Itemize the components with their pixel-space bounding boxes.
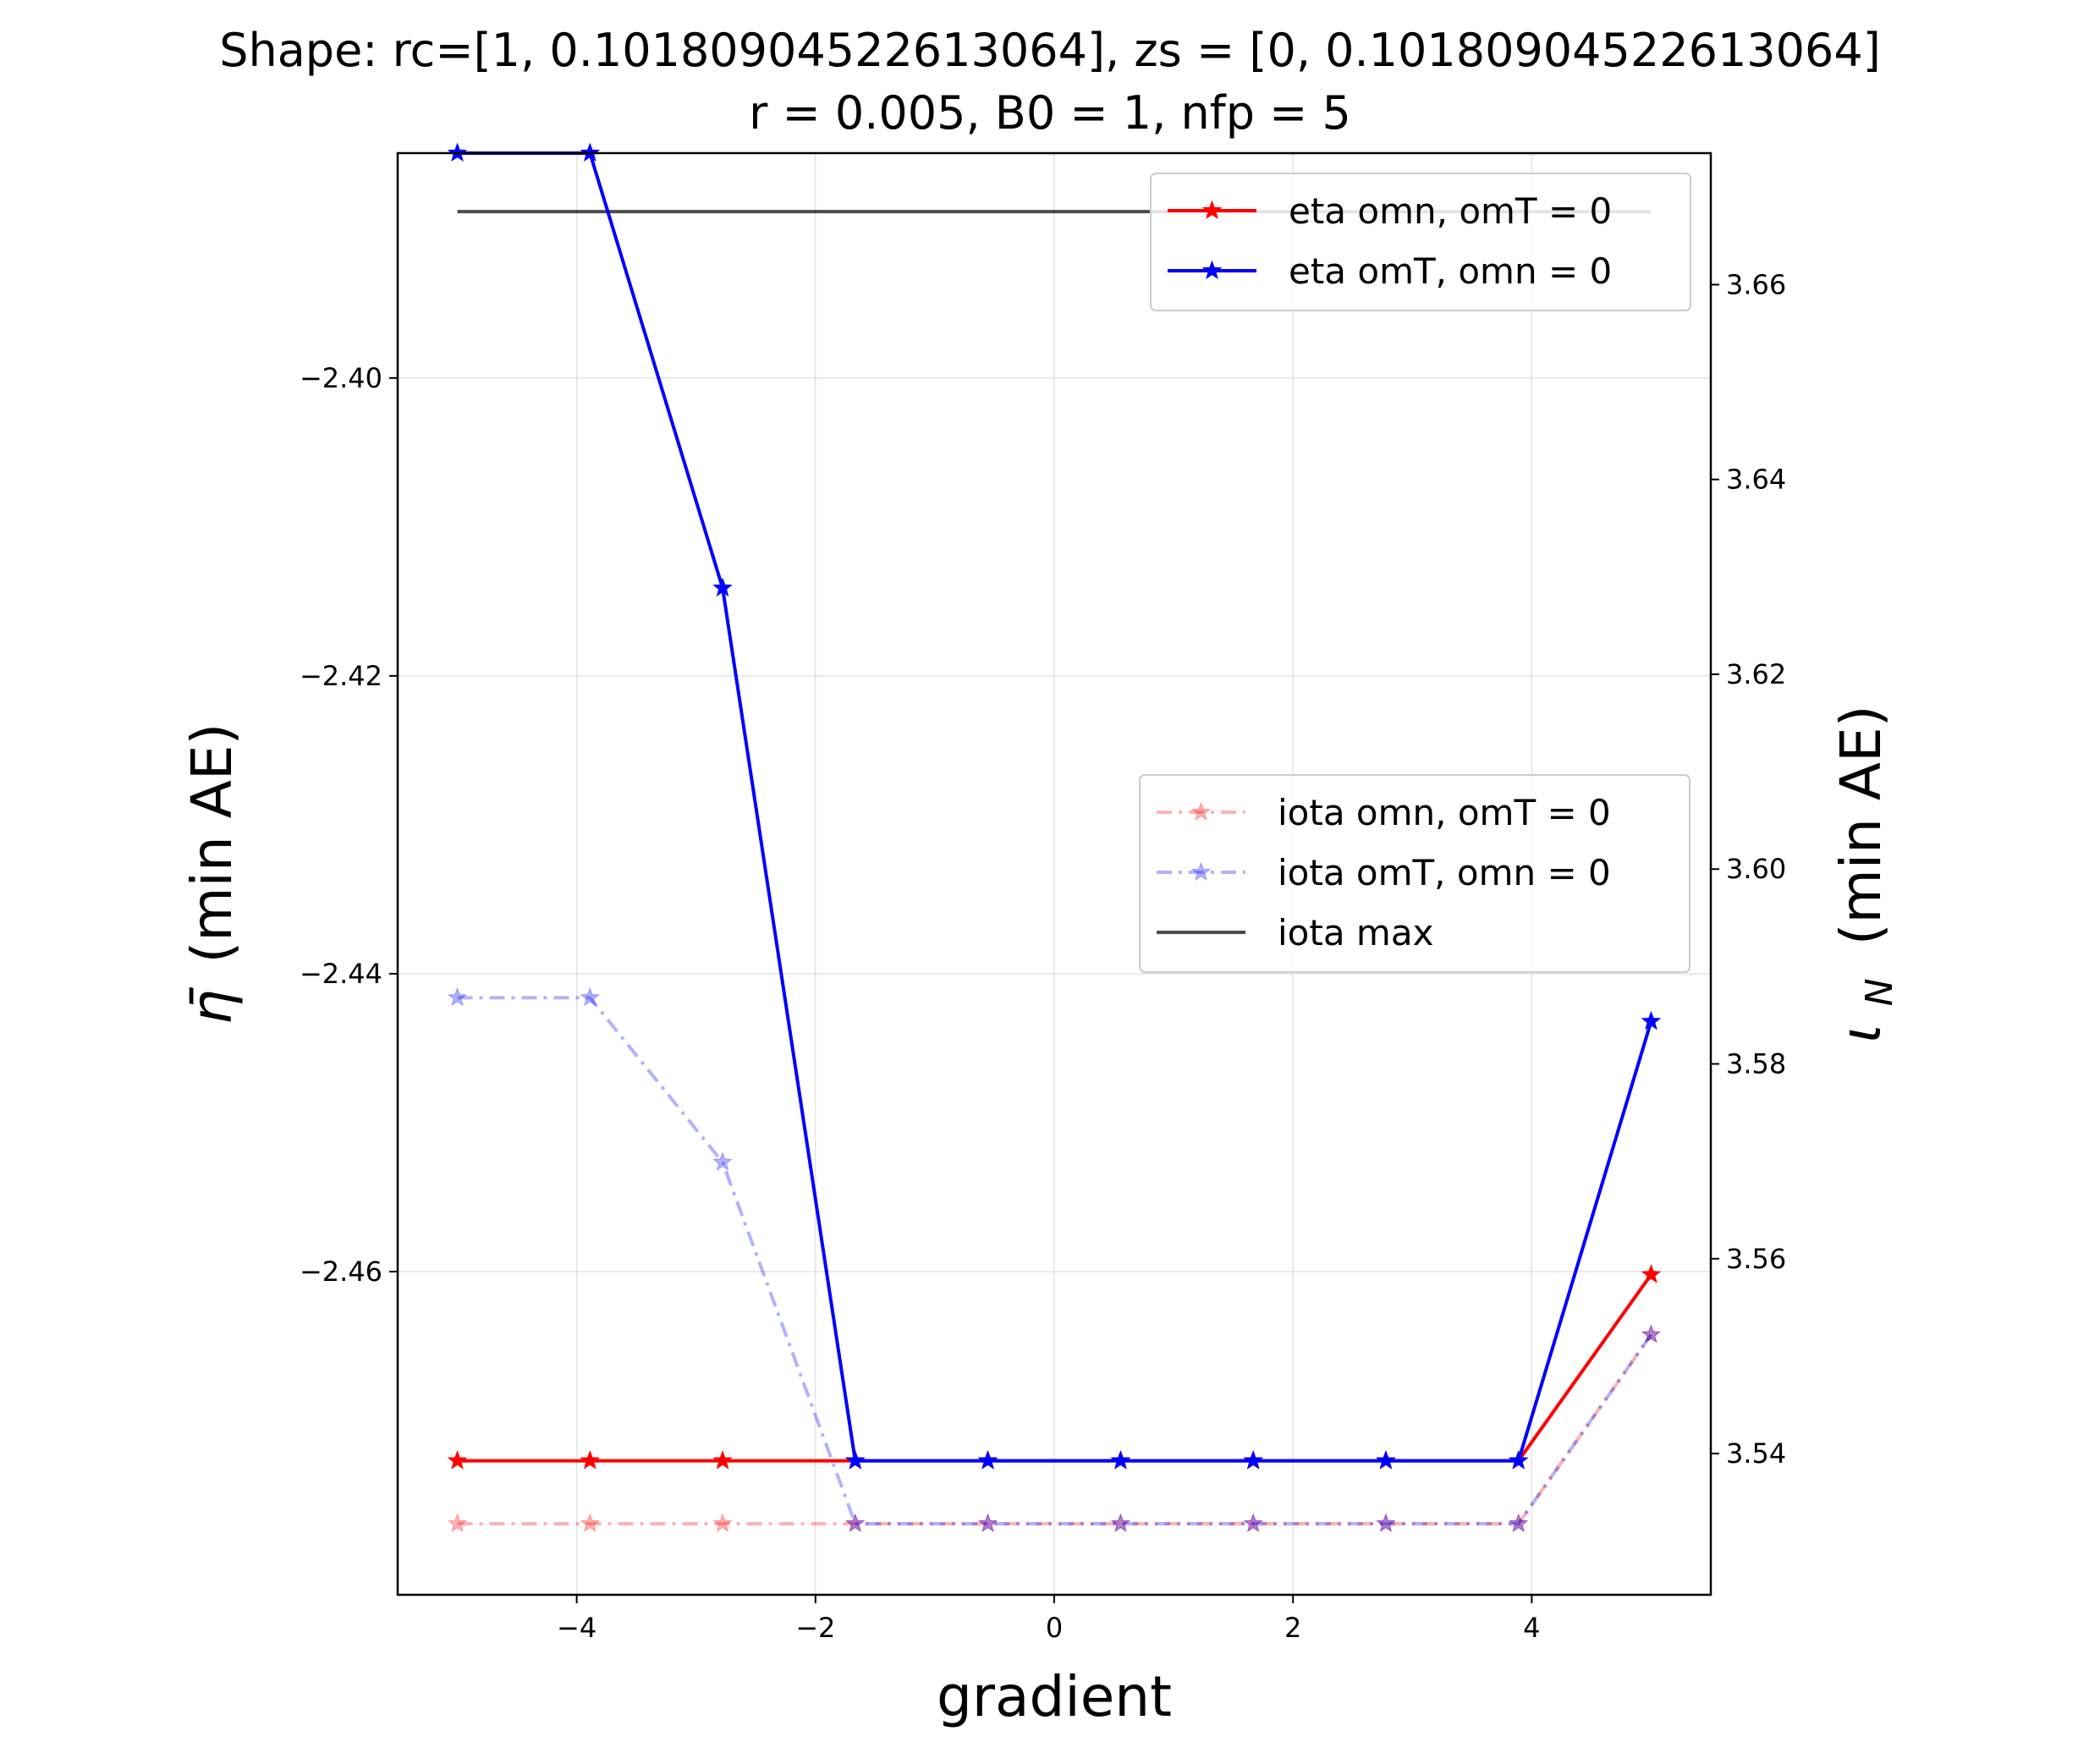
legend-entry-label: iota omT, omn = 0 xyxy=(1278,852,1611,893)
y-axis-right-label-subscript: N xyxy=(1858,978,1901,1006)
series-1-point xyxy=(712,577,733,597)
series-2-point xyxy=(712,1513,733,1533)
legend-entry-label: eta omn, omT = 0 xyxy=(1289,190,1612,232)
series-1-point xyxy=(977,1450,998,1470)
series-3-point xyxy=(447,986,468,1007)
legend-1-frame xyxy=(1150,173,1691,311)
series-1-point xyxy=(1110,1450,1131,1470)
legend-2-frame xyxy=(1139,774,1690,973)
series-3-point xyxy=(712,1151,733,1171)
series-3-point xyxy=(580,986,601,1007)
series-1-line xyxy=(457,151,1653,1463)
series-3-line xyxy=(457,996,1653,1525)
x-tick-label: −4 xyxy=(557,1612,596,1644)
y-axis-left-label: η̄ (min AE) xyxy=(179,723,245,1025)
series-2-point xyxy=(1110,1513,1131,1533)
legend-swatch-marker xyxy=(1190,861,1212,882)
grid-layer xyxy=(398,153,1711,1595)
series-1-point xyxy=(1508,1450,1529,1470)
y-left-tick-label: −2.44 xyxy=(300,958,382,990)
series-3-point xyxy=(1508,1513,1529,1533)
series-2-point xyxy=(844,1513,866,1533)
series-1-point xyxy=(844,1450,866,1470)
y-axis-left-label-text: (min AE) xyxy=(179,723,245,964)
legend-swatch-marker xyxy=(1190,801,1212,822)
y-axis-right-label: ι N (min AE) xyxy=(1828,705,1905,1042)
y-right-tick-label: 3.62 xyxy=(1726,658,1786,690)
plot-area-frame xyxy=(396,151,1712,1596)
y-axis-right-label-iota: ι xyxy=(1828,1024,1894,1042)
y-axis-right-label-text: (min AE) xyxy=(1828,705,1894,945)
series-3-point xyxy=(1376,1513,1396,1533)
series-2-point xyxy=(580,1513,601,1533)
series-2-point xyxy=(1376,1513,1396,1533)
series-3-point xyxy=(1110,1513,1131,1533)
chart-title: Shape: rc=[1, 0.10180904522613064], zs =… xyxy=(219,24,1881,77)
y-axis-left-label-eta: η̄ xyxy=(179,986,245,1025)
series-0-point xyxy=(580,1450,601,1470)
y-right-tick-label: 3.56 xyxy=(1726,1243,1786,1275)
chart-subtitle: r = 0.005, B0 = 1, nfp = 5 xyxy=(749,86,1351,140)
legend-entry-label: eta omT, omn = 0 xyxy=(1289,250,1612,292)
legend-swatch-marker xyxy=(1201,260,1223,280)
x-axis-label: gradient xyxy=(937,1664,1172,1729)
series-2-point xyxy=(447,1513,468,1533)
y-right-tick-label: 3.58 xyxy=(1726,1048,1786,1080)
series-2 xyxy=(447,1324,1662,1533)
y-right-tick-label: 3.60 xyxy=(1726,853,1786,885)
series-2-point xyxy=(1508,1513,1529,1533)
series-0-point xyxy=(1641,1264,1662,1283)
series-2-point xyxy=(977,1513,998,1533)
tick-layer: −4 −2 0 2 4 −2.40 −2.42 −2.44 −2.46 3.54 3.56 3.58 3… xyxy=(300,268,1786,1644)
y-right-tick-label: 3.54 xyxy=(1726,1437,1786,1470)
series-0-point xyxy=(712,1450,733,1470)
x-tick-label: 4 xyxy=(1523,1612,1540,1644)
series-2-line xyxy=(457,1333,1653,1525)
y-left-tick-label: −2.46 xyxy=(300,1256,382,1288)
legend-entry-label: iota omn, omT = 0 xyxy=(1278,792,1611,833)
y-left-tick-label: −2.42 xyxy=(300,660,382,692)
series-2-point xyxy=(1641,1324,1662,1344)
series-0-point xyxy=(447,1450,468,1470)
series-3-point xyxy=(1641,1324,1662,1344)
y-left-tick-label: −2.40 xyxy=(300,362,382,394)
series-1-point xyxy=(1641,1010,1662,1030)
series-2-point xyxy=(1243,1513,1264,1533)
x-tick-label: 2 xyxy=(1284,1612,1301,1644)
legend-swatch-marker xyxy=(1201,200,1223,220)
series-1-point xyxy=(1376,1450,1396,1470)
series-3-point xyxy=(977,1513,998,1533)
series-3 xyxy=(447,986,1662,1533)
x-tick-label: −2 xyxy=(795,1612,835,1644)
legend-entry-label: iota max xyxy=(1278,912,1433,953)
legend-layer: eta omn, omT = 0 eta omT, omn = 0 iota omn… xyxy=(1139,173,1691,973)
series-3-point xyxy=(1243,1513,1264,1533)
series-1 xyxy=(447,142,1662,1470)
legend-1: eta omn, omT = 0 eta omT, omn = 0 xyxy=(1150,173,1691,311)
legend-2: iota omn, omT = 0 iota omT, omn = 0 iota m… xyxy=(1139,774,1690,973)
series-1-point xyxy=(1243,1450,1264,1470)
y-right-tick-label: 3.64 xyxy=(1726,464,1786,496)
x-tick-label: 0 xyxy=(1046,1612,1063,1644)
y-right-tick-label: 3.66 xyxy=(1726,268,1786,300)
series-3-point xyxy=(844,1513,866,1533)
